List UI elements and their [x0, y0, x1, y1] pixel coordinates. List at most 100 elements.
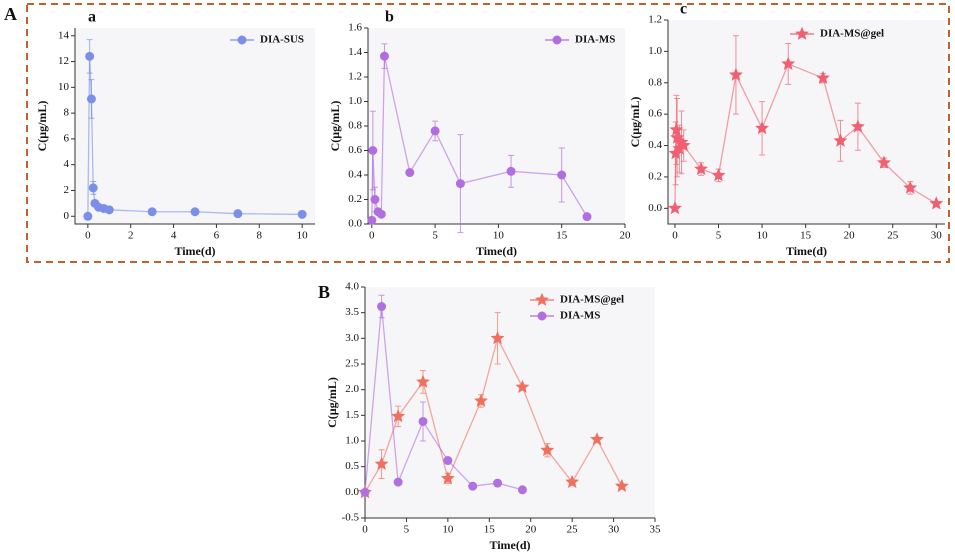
x-tick-label: 30: [931, 230, 943, 242]
data-point: [850, 119, 865, 133]
legend-label: DIA-SUS: [260, 34, 304, 46]
x-tick-label: 4: [171, 230, 177, 242]
y-axis-label: C(μg/mL): [328, 101, 342, 152]
data-point: [88, 183, 98, 193]
data-point: [515, 379, 530, 394]
data-point: [833, 133, 848, 147]
plot-area: [668, 20, 945, 224]
data-point: [711, 168, 726, 182]
y-tick-label: 0.8: [648, 76, 662, 88]
data-point: [370, 195, 380, 204]
y-tick-label: 0.8: [348, 120, 362, 132]
y-axis-label: C(μg/mL): [35, 101, 49, 152]
y-tick-label: 0.0: [345, 486, 359, 498]
axis: [667, 20, 945, 225]
y-tick-label: 0.6: [348, 144, 362, 156]
y-tick-label: 10: [58, 81, 70, 93]
data-point: [755, 120, 770, 135]
plot-area: [75, 28, 315, 224]
x-tick-label: 25: [567, 524, 579, 536]
y-tick-label: 0.4: [648, 139, 662, 151]
x-tick-label: 5: [404, 524, 410, 536]
y-tick-label: 3.5: [345, 306, 359, 318]
data-point: [379, 51, 389, 61]
data-point: [374, 456, 389, 471]
x-tick-label: 5: [432, 230, 438, 242]
data-point: [565, 474, 580, 488]
data-point: [190, 207, 200, 217]
data-point: [418, 416, 428, 426]
data-point: [590, 432, 604, 446]
data-point: [360, 487, 370, 497]
data-point: [147, 207, 157, 217]
x-tick-label: 8: [257, 230, 263, 242]
data-point: [929, 196, 944, 210]
data-point: [377, 302, 387, 312]
y-tick-label: 0.6: [648, 108, 662, 120]
legend-label: DIA-MS: [560, 310, 600, 322]
data-point: [416, 374, 430, 388]
data-point: [368, 146, 378, 155]
x-tick-label: 5: [716, 230, 722, 242]
x-tick-label: 20: [525, 524, 537, 536]
x-tick-label: 10: [442, 524, 454, 536]
y-tick-label: 0.2: [648, 170, 662, 182]
y-tick-label: 4: [64, 158, 70, 170]
chart-panel: 0 5 10 15 20 0.0 0.2 0.4 0.6 0.8 1.0 1.2 1.4 1.6 Time(…: [328, 9, 631, 258]
group-border: [26, 3, 950, 263]
y-tick-label: 4.0: [345, 281, 359, 293]
x-tick-label: 6: [214, 230, 220, 242]
y-tick-label: 1.4: [348, 46, 362, 58]
axis: [74, 28, 315, 225]
legend-label: DIA-MS: [575, 34, 615, 46]
x-tick-label: 0: [362, 524, 368, 536]
panel-label: c: [680, 1, 687, 18]
data-point: [376, 209, 386, 219]
y-tick-label: 1.2: [648, 14, 662, 26]
x-axis-label: Time(d): [174, 244, 215, 258]
x-axis-label: Time(d): [786, 244, 827, 258]
x-tick-label: 10: [757, 230, 769, 242]
figure-label: A: [4, 4, 17, 24]
x-axis-label: Time(d): [489, 538, 530, 552]
data-point: [104, 205, 114, 215]
x-tick-label: 15: [484, 524, 496, 536]
legend-label: DIA-MS@gel: [560, 294, 624, 306]
y-tick-label: 0.0: [348, 218, 362, 230]
x-axis-label: Time(d): [476, 244, 517, 258]
data-point: [474, 393, 488, 407]
data-point: [517, 485, 527, 495]
y-tick-label: 2.0: [345, 383, 359, 395]
data-point: [877, 155, 891, 169]
series-line: [364, 336, 623, 493]
plot-area: [368, 28, 625, 224]
data-point: [297, 209, 307, 219]
data-point: [668, 201, 682, 215]
data-point: [781, 56, 796, 70]
y-tick-label: -0.5: [342, 512, 360, 524]
legend-marker: [237, 35, 247, 45]
data-point: [440, 471, 455, 485]
figure-label: B: [318, 282, 330, 302]
x-tick-label: 10: [297, 230, 309, 242]
chart-panel: 0 5 10 15 20 25 30 35 -0.5 0.0 0.5 1.0 1.5 2.0 2.5 3.0 3…: [325, 281, 661, 552]
x-tick-label: 35: [650, 524, 662, 536]
legend-marker: [535, 292, 549, 306]
data-point: [694, 161, 709, 175]
panel-label: a: [88, 9, 96, 26]
y-tick-label: 2.5: [345, 358, 359, 370]
data-point: [430, 126, 440, 136]
x-tick-label: 25: [887, 230, 899, 242]
x-tick-label: 20: [844, 230, 856, 242]
x-tick-label: 0: [369, 230, 375, 242]
y-tick-label: 1.6: [348, 22, 362, 34]
y-tick-label: 0.4: [348, 169, 362, 181]
data-point: [903, 180, 918, 194]
data-point: [816, 70, 830, 84]
data-point: [614, 478, 629, 493]
data-point: [557, 170, 567, 180]
data-point: [493, 478, 503, 488]
data-point: [83, 211, 93, 221]
legend-marker: [552, 35, 562, 45]
